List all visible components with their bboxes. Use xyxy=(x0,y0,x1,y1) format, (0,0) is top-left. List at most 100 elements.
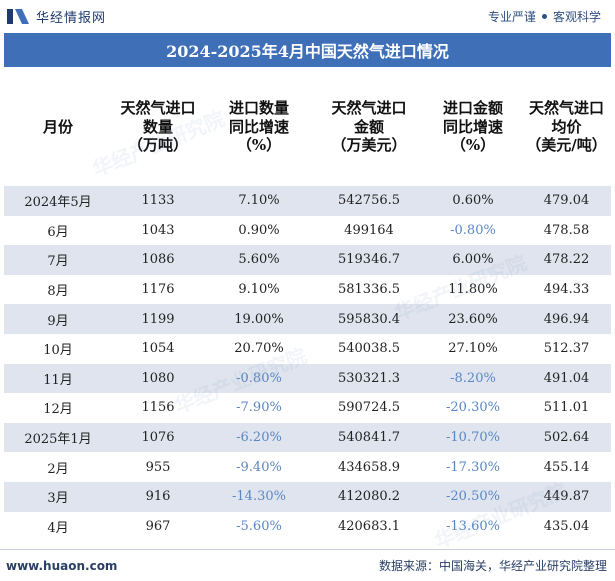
table-cell: 511.01 xyxy=(543,400,590,416)
table-cell: 7.10% xyxy=(238,193,280,209)
column-header-line: 月份 xyxy=(42,117,73,136)
column-header-line: 进口数量 xyxy=(228,98,289,117)
column-header-line: 进口金额 xyxy=(442,98,503,117)
page-title: 2024-2025年4月中国天然气进口情况 xyxy=(4,33,611,67)
table-cell: 2月 xyxy=(47,461,69,477)
separator-dot-icon xyxy=(541,13,547,19)
column-header-line: 均价 xyxy=(551,117,582,136)
table-cell: 478.22 xyxy=(543,252,590,268)
table-cell: 449.87 xyxy=(543,489,590,505)
table-cell: 2024年5月 xyxy=(24,195,92,211)
table-cell: 6.00% xyxy=(452,252,494,268)
table-row: 10月 1054 20.70% 540038.5 27.10% 512.37 xyxy=(4,334,611,364)
table-cell: 455.14 xyxy=(543,459,590,475)
table-cell: -5.60% xyxy=(236,518,282,534)
table-cell: 7月 xyxy=(47,254,69,270)
table-cell: -0.80% xyxy=(450,222,496,238)
column-header-line: （%） xyxy=(450,136,496,155)
table-cell: 27.10% xyxy=(448,341,498,357)
table-cell: 5.60% xyxy=(238,252,280,268)
table-row: 2024年5月 1133 7.10% 542756.5 0.60% 479.04 xyxy=(4,186,611,216)
table-row: 12月 1156 -7.90% 590724.5 -20.30% 511.01 xyxy=(4,393,611,423)
column-header: 天然气进口 数量 （万吨） xyxy=(112,68,204,186)
table-cell: 10月 xyxy=(43,343,73,359)
table-cell: 1076 xyxy=(141,430,175,446)
table-cell: -14.30% xyxy=(232,489,286,505)
table-cell: 0.90% xyxy=(238,222,280,238)
table-row: 6月 1043 0.90% 499164 -0.80% 478.58 xyxy=(4,216,611,246)
table-cell: 496.94 xyxy=(543,311,590,327)
table-cell: -0.80% xyxy=(236,370,282,386)
column-header-line: 同比增速 xyxy=(442,117,503,136)
table-row: 9月 1199 19.00% 595830.4 23.60% 496.94 xyxy=(4,304,611,334)
table-cell: 9.10% xyxy=(238,282,280,298)
column-header: 月份 xyxy=(4,68,112,186)
table-cell: 479.04 xyxy=(543,193,590,209)
table-cell: 494.33 xyxy=(543,282,590,298)
column-header-line: （万吨） xyxy=(127,136,188,155)
table-cell: -20.50% xyxy=(446,489,500,505)
footer-url[interactable]: www.huaon.com xyxy=(6,558,118,573)
table-cell: 1176 xyxy=(141,282,175,298)
table-cell: 12月 xyxy=(43,402,73,418)
column-header-line: 同比增速 xyxy=(228,117,289,136)
table-row: 3月 916 -14.30% 412080.2 -20.50% 449.87 xyxy=(4,481,611,512)
column-header-line: 天然气进口 xyxy=(331,98,407,117)
table-cell: -7.90% xyxy=(236,400,282,416)
column-header-line: （%） xyxy=(236,136,282,155)
table-cell: -13.60% xyxy=(446,518,500,534)
table-cell: 519346.7 xyxy=(337,252,401,268)
table-cell: 23.60% xyxy=(448,311,498,327)
footer: www.huaon.com 数据来源：中国海关，华经产业研究院整理 xyxy=(0,549,615,581)
slogan-left: 专业严谨 xyxy=(487,9,536,24)
table-row: 11月 1080 -0.80% 530321.3 -8.20% 491.04 xyxy=(4,363,611,394)
brand[interactable]: 华经情报网 xyxy=(6,6,106,26)
table-row: 2月 955 -9.40% 434658.9 -17.30% 455.14 xyxy=(4,452,611,482)
table-cell: -17.30% xyxy=(446,459,500,475)
table-cell: 916 xyxy=(145,489,171,505)
table-cell: 540841.7 xyxy=(337,430,401,446)
table-cell: 595830.4 xyxy=(337,311,401,327)
table-cell: -9.40% xyxy=(236,459,282,475)
table-cell: 540038.5 xyxy=(337,341,401,357)
table-cell: 542756.5 xyxy=(337,193,401,209)
table-cell: 435.04 xyxy=(543,518,590,534)
table-cell: 2025年1月 xyxy=(24,432,92,448)
column-header: 天然气进口 均价 （美元/吨） xyxy=(522,68,611,186)
table-cell: 590724.5 xyxy=(337,400,401,416)
column-header-line: （万美元） xyxy=(331,136,407,155)
column-header: 天然气进口 金额 （万美元） xyxy=(314,68,424,186)
table-cell: 581336.5 xyxy=(337,282,401,298)
table-cell: 434658.9 xyxy=(337,459,401,475)
table-cell: 4月 xyxy=(47,520,69,536)
data-source: 数据来源：中国海关，华经产业研究院整理 xyxy=(378,559,607,573)
table-cell: 1086 xyxy=(141,252,175,268)
table-cell: 1133 xyxy=(141,193,175,209)
table-row: 7月 1086 5.60% 519346.7 6.00% 478.22 xyxy=(4,245,611,275)
table-cell: 955 xyxy=(145,459,171,475)
table-row: 8月 1176 9.10% 581336.5 11.80% 494.33 xyxy=(4,275,611,305)
huajing-logo-icon xyxy=(7,9,29,24)
table-cell: -6.20% xyxy=(236,430,282,446)
table-cell: 9月 xyxy=(47,313,69,329)
table-cell: -20.30% xyxy=(446,400,500,416)
table-cell: -10.70% xyxy=(446,430,500,446)
table-row: 4月 967 -5.60% 420683.1 -13.60% 435.04 xyxy=(4,512,611,542)
table-cell: 502.64 xyxy=(543,430,590,446)
table-cell: 1043 xyxy=(141,222,175,238)
table-cell: 491.04 xyxy=(543,370,590,386)
column-header-line: 数量 xyxy=(142,117,173,136)
table-row: 2025年1月 1076 -6.20% 540841.7 -10.70% 502.64 xyxy=(4,422,611,453)
table-cell: -8.20% xyxy=(450,370,496,386)
table-cell: 1054 xyxy=(141,341,175,357)
table-cell: 11.80% xyxy=(448,282,498,298)
table-cell: 420683.1 xyxy=(337,518,401,534)
column-header-line: 天然气进口 xyxy=(120,98,196,117)
column-header-line: （美元/吨） xyxy=(526,136,607,155)
column-header-line: 天然气进口 xyxy=(528,98,604,117)
table-cell: 11月 xyxy=(43,372,73,388)
column-header-line: 金额 xyxy=(353,117,384,136)
table-cell: 1156 xyxy=(141,400,175,416)
table-header: 月份 天然气进口 数量 （万吨） 进口数量 同比增速 （%） 天然气进口 金额 （万美元） 进口金额… xyxy=(4,68,611,186)
slogan: 专业严谨 客观科学 xyxy=(488,8,601,25)
